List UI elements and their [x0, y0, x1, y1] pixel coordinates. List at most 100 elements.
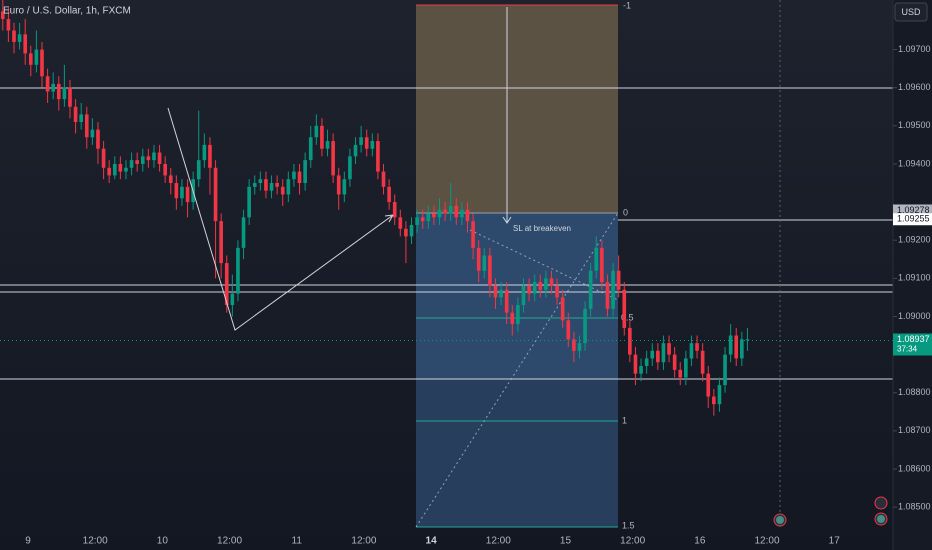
x-tick-label: 10 [157, 536, 169, 547]
candle-body [213, 167, 218, 222]
candle-body [303, 160, 307, 184]
candle-body [51, 83, 56, 92]
candle-body [342, 179, 347, 195]
candle-body [689, 343, 694, 359]
candle-body [622, 289, 627, 328]
y-tick-label: 1.09500 [898, 120, 931, 130]
level-label: 1 [622, 415, 627, 425]
candle-body [577, 343, 582, 351]
candle-body [168, 175, 173, 184]
candle-body [45, 76, 50, 92]
y-tick-label: 1.08800 [898, 387, 931, 397]
candle-body [488, 255, 492, 286]
candle-body [258, 179, 263, 184]
price-tag [893, 213, 932, 226]
candle-body [616, 270, 621, 290]
candle-body [600, 247, 604, 283]
y-tick-label: 1.09000 [898, 311, 931, 321]
candle-body [152, 152, 156, 161]
candle-body [275, 183, 279, 187]
candle-body [471, 221, 475, 248]
candle-body [230, 293, 235, 306]
candle-body [370, 141, 375, 149]
event-icon [776, 516, 784, 524]
x-tick-label: 17 [829, 536, 841, 547]
candle-body [482, 255, 487, 271]
candle-body [745, 339, 750, 341]
x-tick-label: 11 [292, 536, 303, 547]
candle-body [56, 83, 61, 100]
candle-body [17, 34, 22, 42]
candle-body [387, 186, 391, 203]
event-icon [877, 515, 885, 523]
candle-body [112, 163, 117, 176]
candle-body [219, 221, 223, 264]
dotted-line [469, 229, 619, 301]
x-tick-label: 12:00 [351, 536, 376, 547]
y-tick-label: 1.09100 [898, 273, 931, 283]
candle-body [40, 49, 44, 77]
candle-body [34, 49, 39, 65]
candle-body [695, 343, 699, 351]
candle-body [146, 156, 151, 161]
event-icon[interactable] [874, 496, 888, 510]
candles [0, 0, 750, 416]
candle-body [404, 228, 408, 237]
candle-body [555, 285, 559, 298]
candle-body [202, 144, 207, 161]
candle-body [308, 137, 313, 161]
level-label: 0 [623, 207, 628, 217]
candle-body [392, 202, 397, 218]
candle-body [28, 53, 33, 65]
candle-body [331, 141, 335, 176]
candle-body [650, 350, 655, 359]
currency[interactable]: USD [901, 7, 921, 17]
currency-button[interactable] [894, 2, 928, 22]
candle-body [426, 213, 431, 222]
candle-body [252, 183, 257, 187]
price-axis [893, 0, 932, 550]
candle-body [286, 179, 291, 195]
candle-body [174, 183, 179, 199]
candle-body [376, 141, 380, 172]
candle-body [0, 11, 5, 20]
candle-body [588, 270, 593, 309]
candle-body [247, 186, 251, 218]
candle-body [628, 327, 632, 355]
candle-body [633, 354, 638, 374]
candle-body [96, 129, 100, 149]
candle-body [140, 156, 145, 164]
x-tick-label: 14 [426, 536, 438, 547]
candle-body [6, 19, 11, 31]
candle-body [157, 152, 162, 164]
candle-body [532, 282, 537, 294]
candle-body [672, 354, 677, 370]
candle-body [723, 354, 727, 386]
candle-body [544, 278, 548, 290]
candle-body [129, 160, 134, 168]
candle-body [740, 339, 744, 359]
candle-body [583, 308, 587, 344]
candle-body [538, 282, 543, 290]
candle-body [465, 209, 470, 222]
last-price-tag [893, 333, 932, 356]
candle-body [297, 171, 302, 184]
candle-body [73, 106, 78, 123]
candle-body [84, 114, 89, 138]
candle-body [292, 171, 296, 180]
candle-body [493, 285, 498, 298]
candle-body [454, 205, 459, 218]
candle-body [336, 175, 341, 195]
candle-body [79, 114, 84, 123]
x-tick-label: 16 [694, 536, 706, 547]
x-tick-label: 12:00 [217, 536, 242, 547]
candle-body [504, 289, 509, 313]
candle-body [353, 144, 358, 157]
candle-body [656, 350, 660, 363]
candle-body [560, 297, 565, 321]
candle-body [348, 156, 352, 180]
candle-body [432, 213, 436, 218]
candle-body [499, 289, 503, 298]
candle-body [314, 125, 319, 138]
